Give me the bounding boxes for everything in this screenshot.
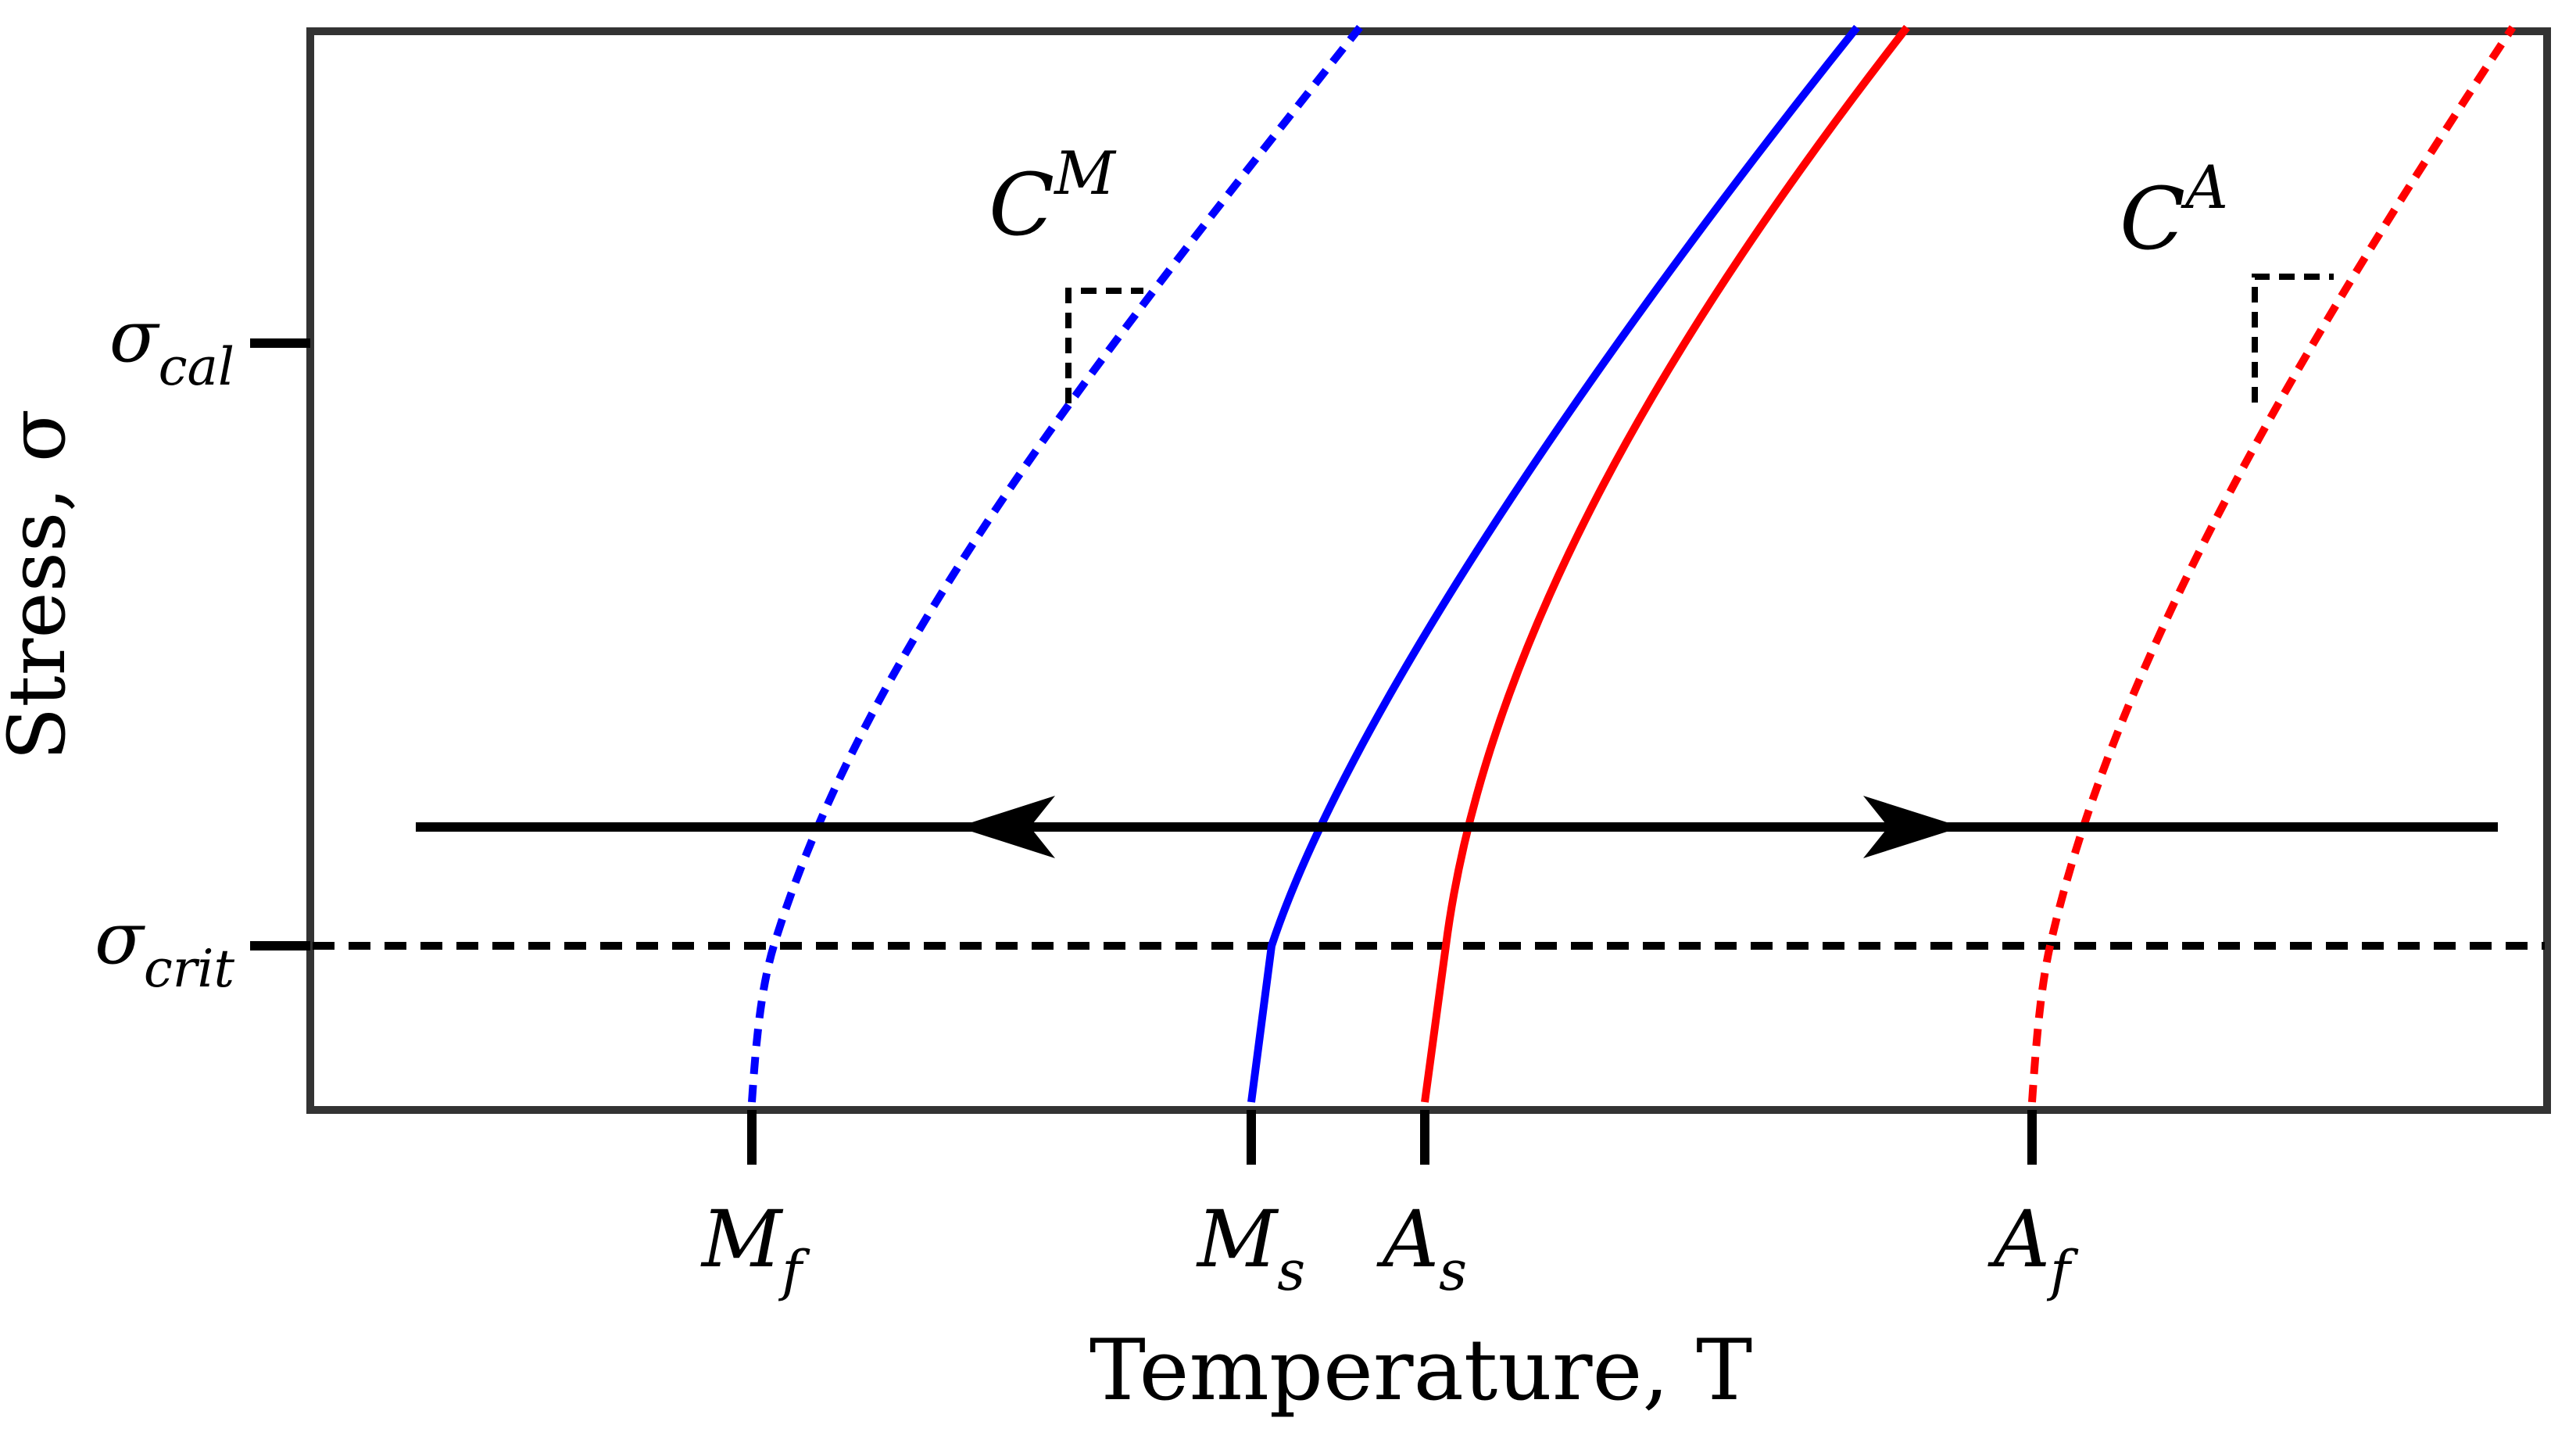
y-axis-label: Stress, σ: [0, 409, 83, 761]
annotation-ca: CA: [2120, 152, 2228, 269]
annotation-cm: CM: [989, 138, 1117, 255]
x-tick-label-mf: Mf: [700, 1194, 810, 1303]
heating-arrow: [1863, 796, 1962, 858]
x-tick-label-ms: Ms: [1196, 1194, 1305, 1303]
x-axis-label: Temperature, T: [1089, 1322, 1752, 1419]
cooling-arrow: [957, 796, 1055, 858]
series-af-curve: [2028, 25, 2517, 1103]
x-tick-label-af: Af: [1987, 1194, 2079, 1303]
cm-slope-box: [1065, 288, 1143, 403]
y-tick-label-sigma-cal: σcal: [109, 295, 234, 397]
y-tick-label-sigma-crit: σcrit: [95, 897, 234, 999]
series-ms-curve: [1247, 24, 1860, 1103]
series-as-curve: [1421, 24, 1910, 1103]
ca-slope-box: [2252, 274, 2334, 403]
series-mf-curve: [748, 24, 1363, 1103]
x-tick-label-as: As: [1376, 1194, 1467, 1303]
